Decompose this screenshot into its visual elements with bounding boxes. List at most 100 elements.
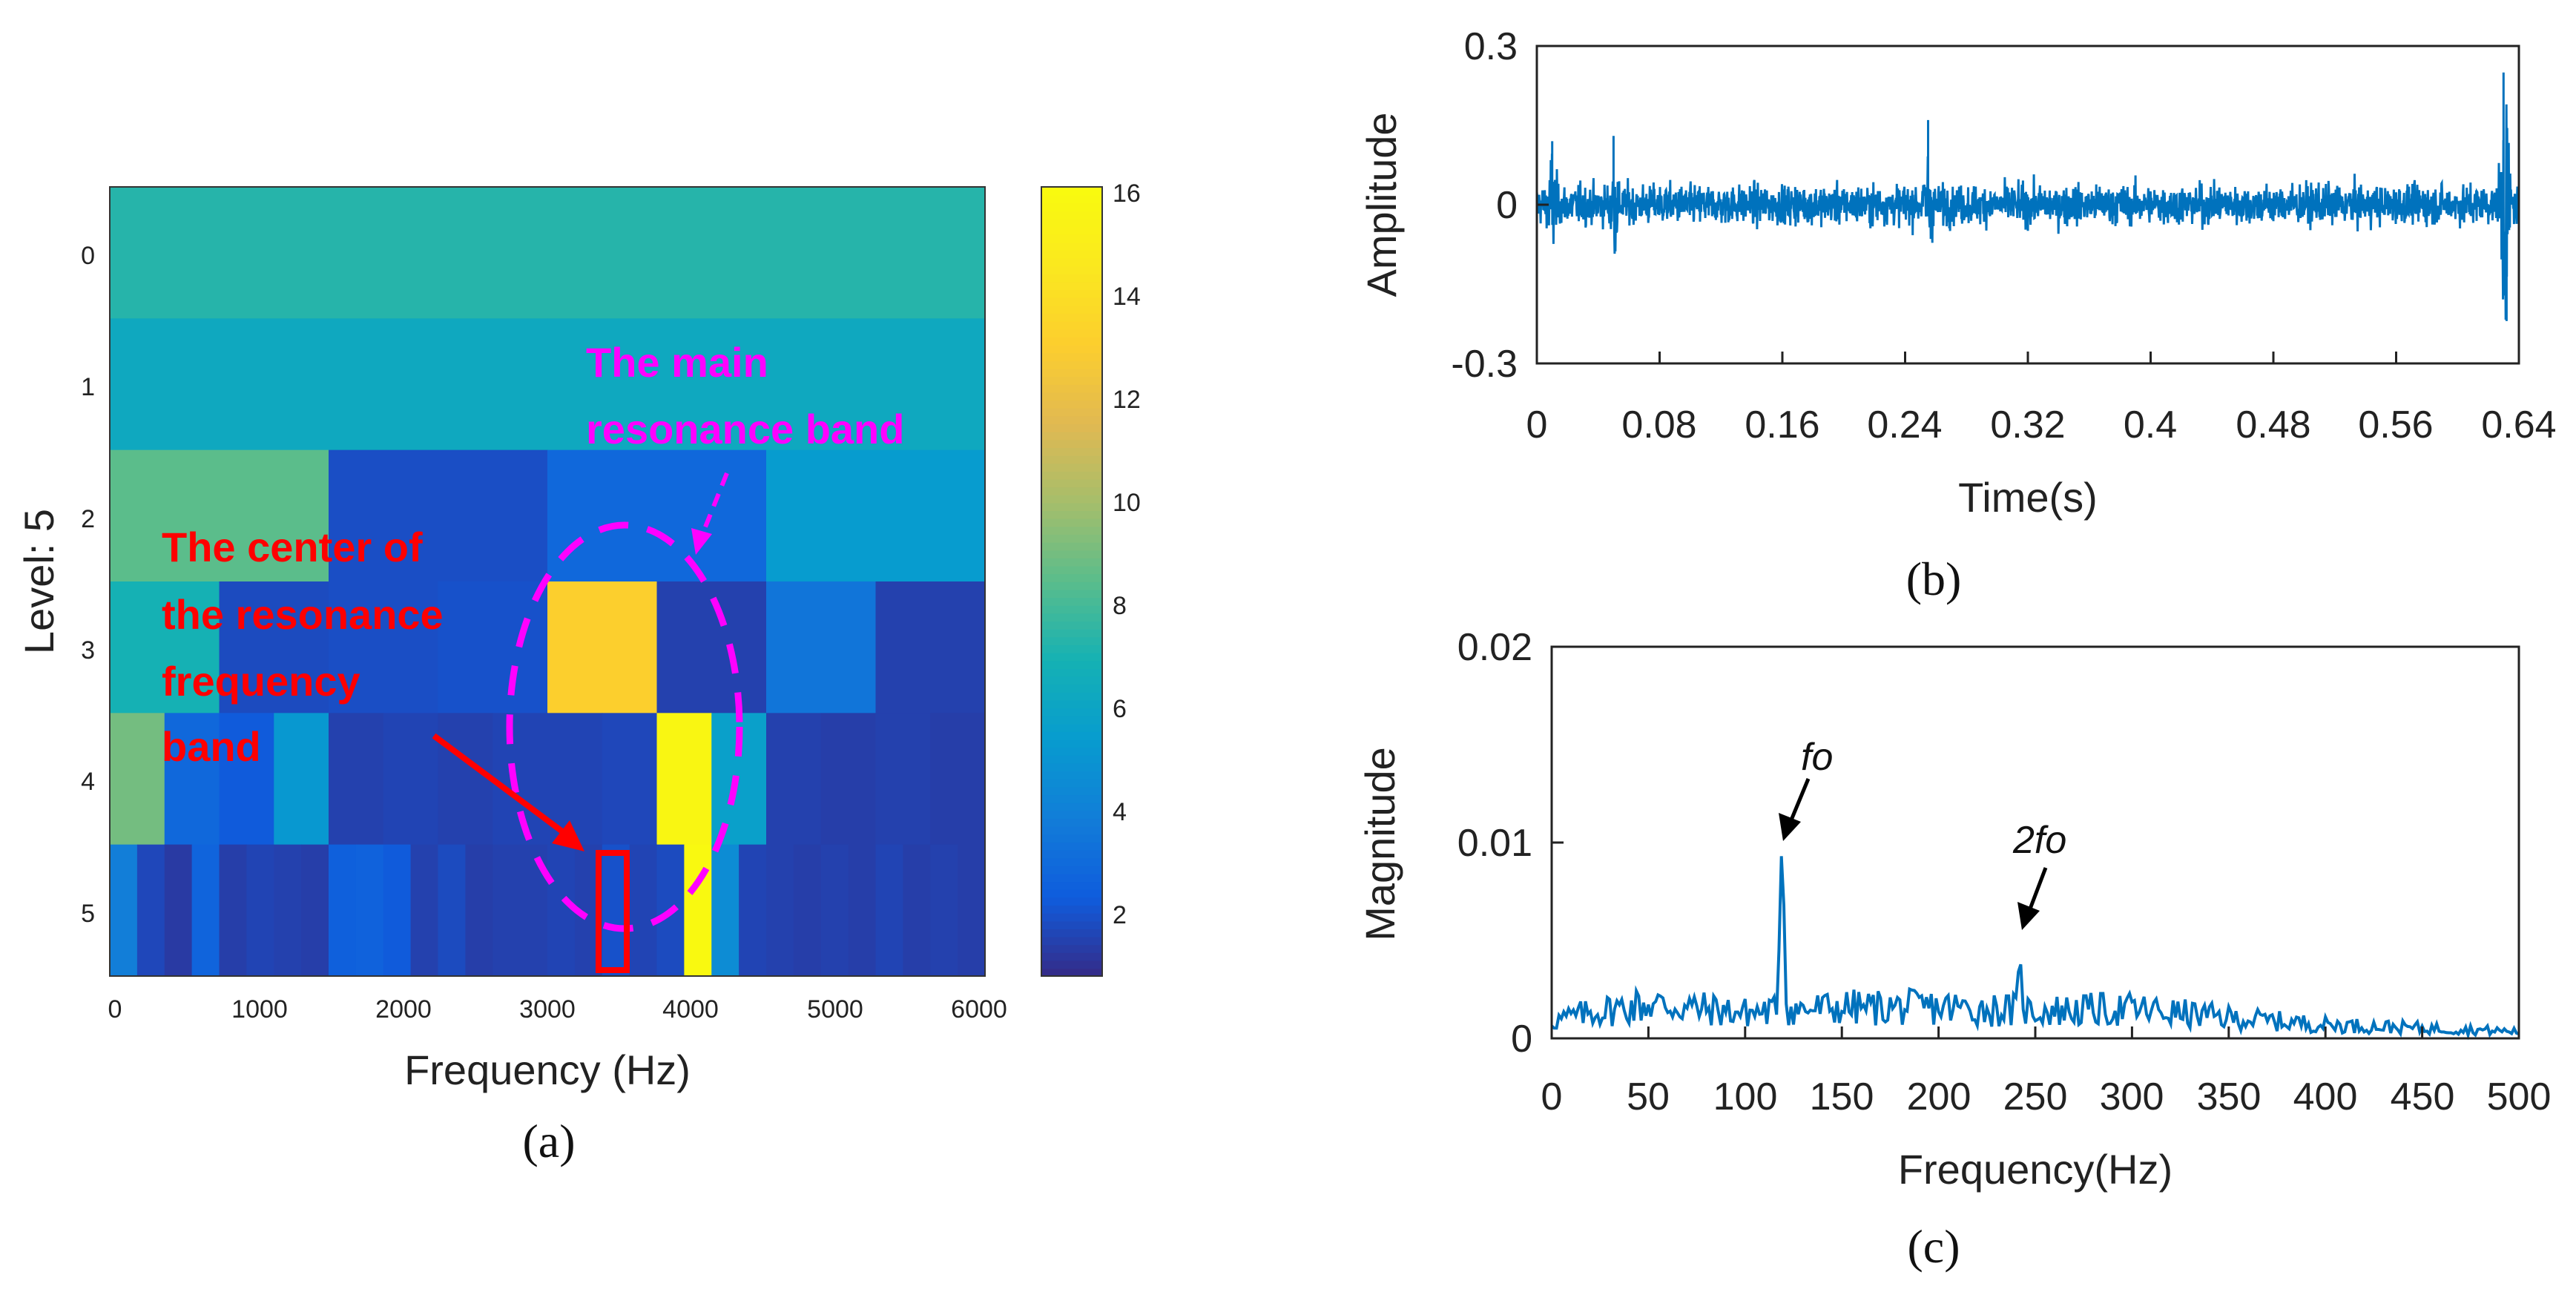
colorbar-band — [1041, 384, 1102, 393]
colorbar-band — [1041, 762, 1102, 772]
colorbar-band — [1041, 502, 1102, 512]
colorbar-band — [1041, 936, 1102, 946]
colorbar-band — [1041, 920, 1102, 929]
heatmap-cell-level4-8 — [547, 713, 603, 846]
colorbar-band — [1041, 360, 1102, 369]
colorbar-band — [1041, 581, 1102, 590]
colorbar-band — [1041, 518, 1102, 527]
colorbar-band — [1041, 565, 1102, 575]
peak-2fo-arrow-line — [2027, 867, 2048, 912]
colorbar-band — [1041, 415, 1102, 424]
c-xtick-7: 350 — [2197, 1075, 2262, 1118]
heatmap-cell-level4-13 — [820, 713, 877, 846]
colorbar-band — [1041, 313, 1102, 322]
colorbar-band — [1041, 534, 1102, 543]
colorbar-band — [1041, 510, 1102, 519]
colorbar-band — [1041, 691, 1102, 701]
heatmap-cell-level5-14 — [493, 844, 521, 977]
colorbar-band — [1041, 905, 1102, 914]
heatmap-cell-level2-3 — [766, 449, 986, 582]
colorbar-band — [1041, 881, 1102, 890]
colorbar-band — [1041, 281, 1102, 291]
heatmap-cell-level5-10 — [383, 844, 412, 977]
heatmap-cell-level3-0 — [110, 581, 220, 713]
heatmap-cell-level5-22 — [711, 844, 739, 977]
c-ytick-0: 0 — [1511, 1018, 1532, 1061]
colorbar-band — [1041, 786, 1102, 796]
colorbar-band — [1041, 407, 1102, 417]
colorbar-band — [1041, 660, 1102, 669]
peak-fo-arrow-line — [1788, 778, 1811, 823]
colorbar-band — [1041, 494, 1102, 504]
colorbar-band — [1041, 684, 1102, 693]
colorbar-band — [1041, 794, 1102, 803]
colorbar-band — [1041, 463, 1102, 472]
a-xtick-5: 5000 — [807, 995, 863, 1024]
c-xtick-9: 450 — [2391, 1075, 2455, 1118]
colorbar-band — [1041, 897, 1102, 906]
b-xtick-2: 0.16 — [1745, 403, 1819, 446]
a-ytick-4: 4 — [81, 768, 95, 796]
c-ticks — [1550, 645, 2520, 1040]
heatmap-cell-level5-8 — [329, 844, 357, 977]
heatmap-cell-level5-31 — [958, 844, 986, 977]
heatmap-cell-level4-14 — [875, 713, 931, 846]
heatmap-cell-level5-2 — [164, 844, 193, 977]
heatmap-cell-level5-0 — [110, 844, 138, 977]
b-xtick-5: 0.4 — [2124, 403, 2177, 446]
colorbar-band — [1041, 289, 1102, 298]
heatmap-cell-level2-2 — [547, 449, 767, 582]
colorbar-band — [1041, 320, 1102, 330]
colorbar-band — [1041, 257, 1102, 267]
heatmap-cell-level4-0 — [110, 713, 165, 846]
main-arrow-head — [691, 528, 712, 555]
heatmap-cell-level3-7 — [875, 581, 986, 713]
panel-a: 0 1000 2000 3000 4000 5000 6000 0 1 2 3 … — [16, 179, 1141, 1167]
colorbar-band — [1041, 668, 1102, 677]
heatmap-cell-level5-7 — [301, 844, 329, 977]
peak-2fo-label: 2fo — [2012, 819, 2066, 862]
colorbar-band — [1041, 912, 1102, 922]
colorbar-band — [1041, 431, 1102, 441]
heatmap-cell-level0-0 — [110, 187, 986, 319]
c-ytick-2: 0.02 — [1457, 626, 1532, 669]
a-xtick-3: 3000 — [519, 995, 576, 1024]
heatmap-cell-level4-4 — [329, 713, 384, 846]
colorbar-frame — [1041, 186, 1103, 977]
heatmap-cell-level5-28 — [875, 844, 903, 977]
a-xtick-2: 2000 — [375, 995, 432, 1024]
heatmap-cell-level5-4 — [219, 844, 247, 977]
heatmap-cell-level1-1 — [547, 318, 986, 451]
heatmap-cell-level5-9 — [355, 844, 384, 977]
center-arrow-head — [552, 820, 584, 851]
heatmap-cell-level2-0 — [110, 449, 329, 582]
colorbar-band — [1041, 699, 1102, 709]
colorbar-band — [1041, 818, 1102, 827]
a-ytick-2: 2 — [81, 505, 95, 533]
colorbar-band — [1041, 889, 1102, 898]
colorbar-band — [1041, 439, 1102, 448]
colorbar-band — [1041, 873, 1102, 883]
colorbar-band — [1041, 715, 1102, 725]
colorbar-band — [1041, 392, 1102, 401]
colorbar-band — [1041, 471, 1102, 480]
colorbar-band — [1041, 771, 1102, 780]
colorbar-band — [1041, 526, 1102, 535]
peak-2fo-arrow-head — [2017, 902, 2040, 930]
colorbar-band — [1041, 423, 1102, 432]
heatmap-cell-level4-6 — [438, 713, 493, 846]
heatmap-cell-level3-3 — [438, 581, 548, 713]
colorbar-band — [1041, 202, 1102, 211]
colorbar-band — [1041, 558, 1102, 567]
colorbar-band — [1041, 550, 1102, 558]
cbar-tick-14: 14 — [1113, 283, 1141, 311]
a-xtick-4: 4000 — [662, 995, 719, 1024]
center-label-line-3: frequency — [162, 658, 360, 705]
heatmap-cell-level3-1 — [219, 581, 329, 713]
colorbar-band — [1041, 645, 1102, 653]
b-ticks — [1535, 45, 2520, 365]
heatmap-cell-level5-30 — [930, 844, 958, 977]
b-xtick-4: 0.32 — [1990, 403, 2065, 446]
heatmap-cell-level5-5 — [246, 844, 274, 977]
